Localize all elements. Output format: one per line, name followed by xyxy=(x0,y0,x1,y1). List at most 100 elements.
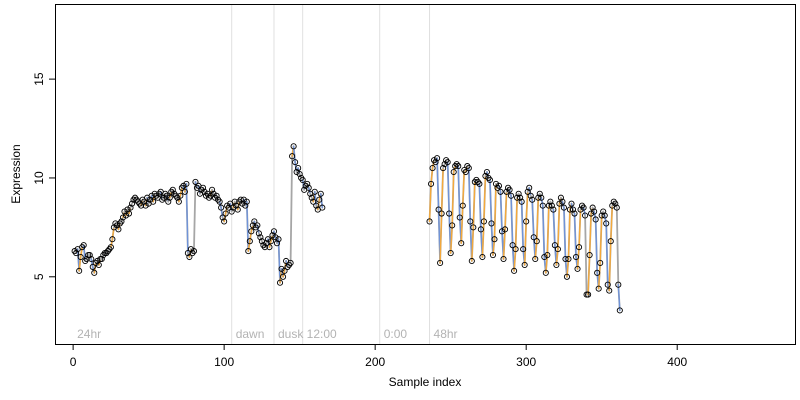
increase-segment xyxy=(481,220,485,258)
data-point xyxy=(115,226,122,233)
data-point xyxy=(492,180,500,187)
x-tick-label: 100 xyxy=(214,355,234,369)
data-point xyxy=(533,238,540,245)
data-point xyxy=(245,248,252,255)
data-point xyxy=(305,184,312,191)
data-point xyxy=(600,208,607,215)
trend-line-segment xyxy=(615,206,620,286)
data-point xyxy=(287,259,294,267)
data-point xyxy=(308,194,315,201)
data-point xyxy=(470,224,477,231)
data-point xyxy=(582,212,589,219)
trend-line-segment xyxy=(193,181,197,252)
data-point xyxy=(293,168,300,176)
data-point xyxy=(426,218,433,225)
data-point xyxy=(225,204,232,211)
data-point xyxy=(317,190,324,197)
data-point xyxy=(503,188,510,195)
data-point xyxy=(517,194,524,201)
data-point xyxy=(249,222,256,229)
data-point xyxy=(547,198,554,205)
increase-segment xyxy=(483,175,487,223)
increase-segment xyxy=(536,197,539,242)
increase-segment xyxy=(587,254,591,296)
data-point xyxy=(482,172,489,180)
data-point xyxy=(520,246,527,253)
decrease-segment xyxy=(308,187,311,195)
data-point xyxy=(209,186,216,193)
data-point xyxy=(221,218,228,225)
data-point xyxy=(569,206,577,213)
data-point xyxy=(254,222,261,229)
data-point xyxy=(571,210,578,217)
increase-segment xyxy=(452,165,456,173)
data-point xyxy=(292,159,299,166)
data-point xyxy=(544,251,551,259)
data-point xyxy=(299,176,306,183)
data-point xyxy=(536,190,543,197)
data-point xyxy=(272,234,279,241)
data-point xyxy=(477,226,484,233)
data-point xyxy=(278,265,285,272)
data-point xyxy=(465,165,472,172)
data-point xyxy=(468,257,475,265)
decrease-segment xyxy=(499,191,503,233)
data-point xyxy=(275,236,282,243)
data-point xyxy=(240,196,247,203)
decrease-segment xyxy=(563,206,567,260)
data-point xyxy=(190,248,197,255)
increase-segment xyxy=(270,234,274,242)
increase-segment xyxy=(449,224,453,254)
increase-segment xyxy=(268,240,272,248)
increase-segment xyxy=(514,197,518,250)
increase-segment xyxy=(169,191,172,199)
data-point xyxy=(588,210,595,217)
decrease-segment xyxy=(531,198,535,238)
data-point xyxy=(553,261,560,268)
data-point xyxy=(234,206,241,213)
region-label: 12:00 xyxy=(307,327,337,341)
increase-segment xyxy=(599,214,603,264)
increase-segment xyxy=(250,224,254,233)
region-markers: 24hr dawn dusk 12:00 0:00 48hr xyxy=(77,4,458,344)
increase-segment xyxy=(440,167,444,215)
region-label: 24hr xyxy=(77,327,101,341)
data-point xyxy=(150,198,157,205)
decrease-segment xyxy=(220,206,224,219)
data-point xyxy=(73,250,80,257)
decrease-segment xyxy=(540,197,544,207)
region-label: 48hr xyxy=(434,327,458,341)
data-point xyxy=(446,210,453,217)
data-point xyxy=(77,253,84,261)
data-point xyxy=(242,202,249,209)
data-point xyxy=(165,198,172,205)
increase-segment xyxy=(597,262,601,290)
increase-segment xyxy=(472,181,476,229)
increase-segment xyxy=(557,202,561,250)
data-point xyxy=(508,192,515,199)
data-point xyxy=(545,202,552,209)
data-point xyxy=(187,246,194,253)
increase-segment xyxy=(578,208,582,248)
data-point xyxy=(501,226,509,233)
data-point xyxy=(541,253,548,261)
data-point xyxy=(615,281,622,288)
decrease-segment xyxy=(520,200,524,250)
decrease-segment xyxy=(436,157,440,211)
increase-segment xyxy=(79,246,83,258)
data-point xyxy=(76,267,83,274)
data-point xyxy=(107,244,114,251)
data-point xyxy=(89,263,96,270)
data-point xyxy=(455,163,462,170)
data-point xyxy=(166,194,173,201)
data-point xyxy=(514,194,521,201)
data-points xyxy=(71,143,623,314)
data-point xyxy=(184,250,191,257)
data-point xyxy=(125,210,133,217)
data-point xyxy=(580,204,587,211)
data-point xyxy=(186,253,193,261)
data-point xyxy=(204,190,211,197)
data-point xyxy=(174,194,181,201)
data-point xyxy=(480,218,487,225)
